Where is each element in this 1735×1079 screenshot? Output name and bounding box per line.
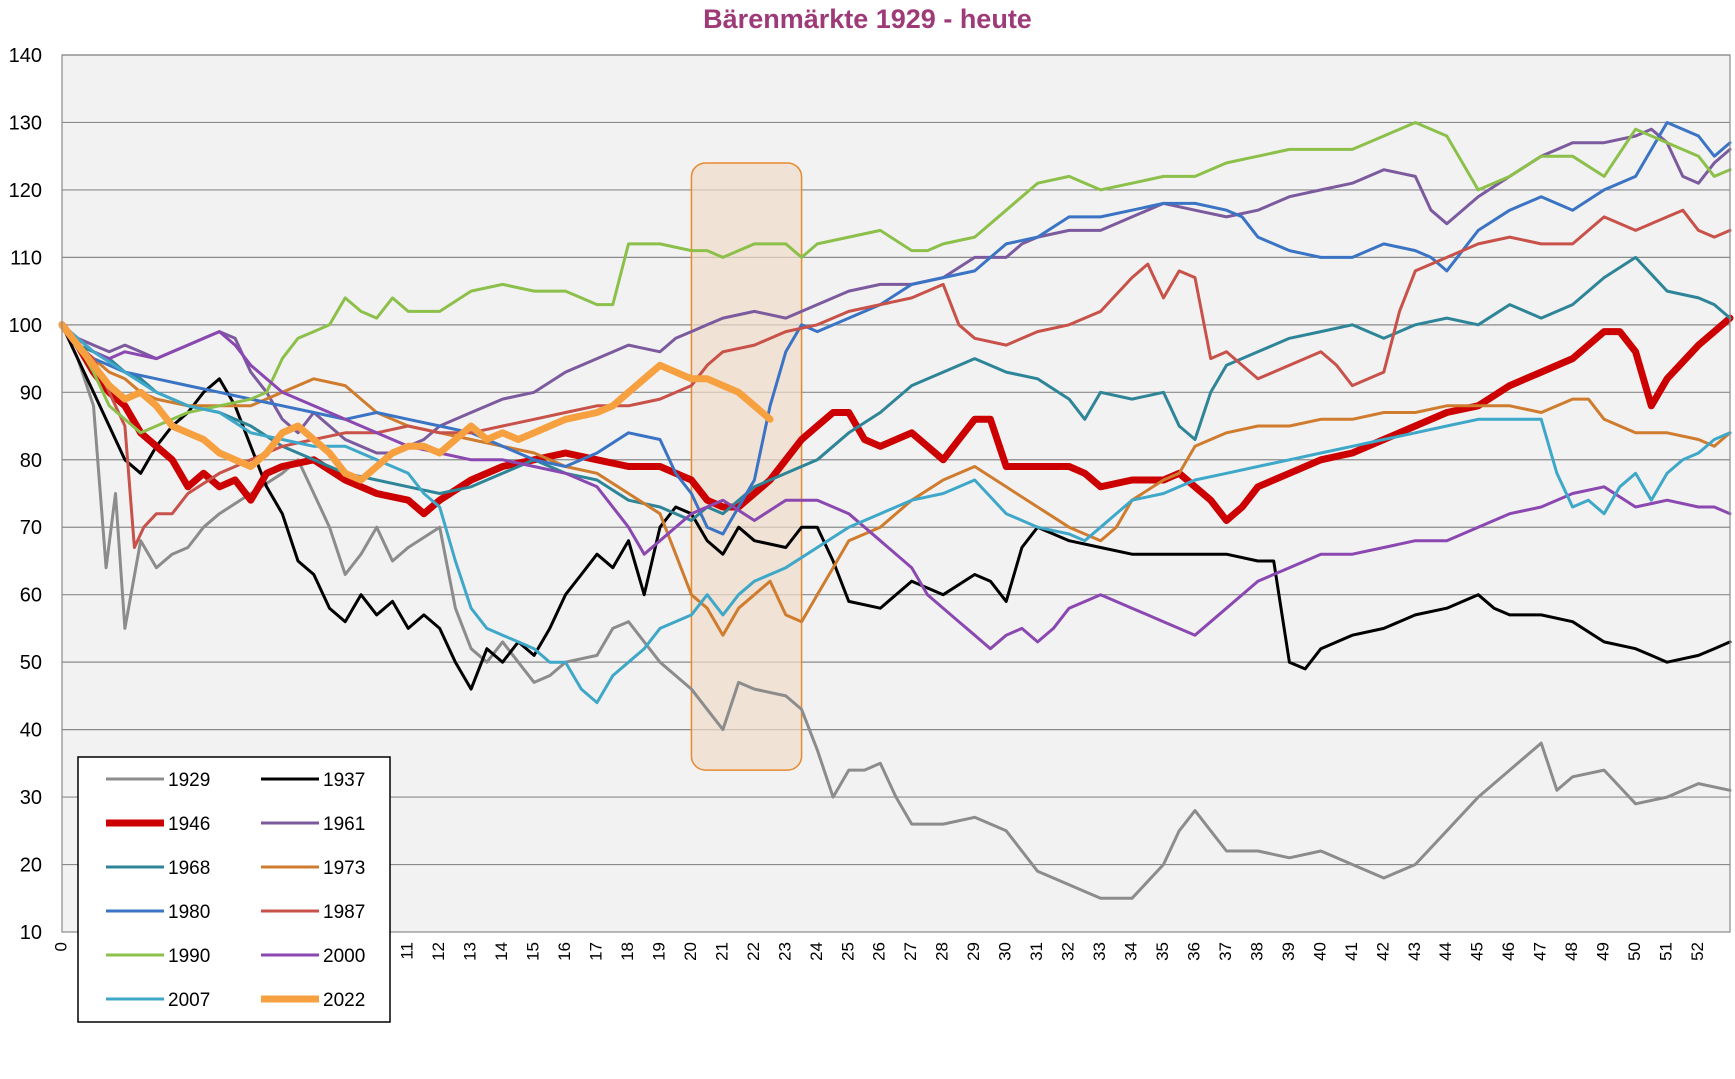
legend: 1929 1937 1946 1961 1968 1973 1980 1987 1990 2000… <box>77 756 391 1023</box>
x-tick-label-21: 21 <box>712 942 731 961</box>
y-tick-label-80: 80 <box>20 450 42 472</box>
x-tick-label-35: 35 <box>1153 942 1172 961</box>
x-tick-label-23: 23 <box>775 942 794 961</box>
series-line-1990 <box>60 121 1732 435</box>
x-tick-label-30: 30 <box>996 942 1015 961</box>
x-tick-label-0: 0 <box>51 942 70 951</box>
y-tick-label-100: 100 <box>9 315 42 337</box>
y-tick-label-130: 130 <box>9 112 42 134</box>
highlight-box <box>690 162 803 771</box>
x-tick-label-11: 11 <box>398 942 417 960</box>
x-tick-label-20: 20 <box>681 942 700 961</box>
y-tick-label-10: 10 <box>20 922 42 944</box>
y-tick-label-30: 30 <box>20 787 42 809</box>
x-tick-label-17: 17 <box>587 942 606 961</box>
x-tick-label-41: 41 <box>1342 942 1361 961</box>
x-tick-label-34: 34 <box>1122 942 1141 961</box>
x-tick-label-29: 29 <box>964 942 983 961</box>
x-tick-label-16: 16 <box>555 942 574 961</box>
y-tick-label-140: 140 <box>9 45 42 67</box>
y-tick-label-40: 40 <box>20 720 42 742</box>
y-tick-label-20: 20 <box>20 855 42 877</box>
x-tick-label-36: 36 <box>1184 942 1203 961</box>
y-tick-label-120: 120 <box>9 180 42 202</box>
legend-label-2022: 2022 <box>323 990 365 1011</box>
x-tick-label-39: 39 <box>1279 942 1298 961</box>
legend-label-1946: 1946 <box>168 814 210 835</box>
x-tick-label-31: 31 <box>1027 942 1046 961</box>
legend-label-1961: 1961 <box>323 814 365 835</box>
series-line-1929 <box>60 323 1732 900</box>
x-tick-label-27: 27 <box>901 942 920 961</box>
x-tick-label-26: 26 <box>870 942 889 961</box>
x-tick-label-15: 15 <box>524 942 543 961</box>
legend-label-1929: 1929 <box>168 770 210 791</box>
y-tick-label-60: 60 <box>20 585 42 607</box>
x-tick-label-42: 42 <box>1373 942 1392 961</box>
y-tick-label-90: 90 <box>20 382 42 404</box>
x-tick-label-13: 13 <box>461 942 480 961</box>
x-tick-label-48: 48 <box>1562 942 1581 961</box>
series-line-1937 <box>60 323 1732 691</box>
series-line-2000 <box>60 323 1732 651</box>
x-tick-label-52: 52 <box>1688 942 1707 961</box>
series-line-2022 <box>58 321 774 484</box>
x-tick-label-51: 51 <box>1657 942 1676 961</box>
legend-label-1973: 1973 <box>323 858 365 879</box>
series-line-1968 <box>60 255 1732 522</box>
legend-box <box>77 756 391 1023</box>
legend-label-1990: 1990 <box>168 946 210 967</box>
x-tick-label-14: 14 <box>492 942 511 961</box>
y-tick-label-70: 70 <box>20 517 42 539</box>
x-tick-label-24: 24 <box>807 942 826 961</box>
legend-label-1987: 1987 <box>323 902 365 923</box>
x-tick-label-32: 32 <box>1059 942 1078 961</box>
series-line-1961 <box>60 127 1732 455</box>
x-tick-label-45: 45 <box>1468 942 1487 961</box>
series-line-1973 <box>60 323 1732 637</box>
x-tick-label-50: 50 <box>1625 942 1644 961</box>
x-tick-label-37: 37 <box>1216 942 1235 961</box>
legend-label-1937: 1937 <box>323 770 365 791</box>
series-lines <box>58 121 1734 900</box>
plot-border <box>61 54 1731 933</box>
series-line-2007 <box>60 323 1732 705</box>
chart-title: Bärenmärkte 1929 - heute <box>703 4 1032 34</box>
x-tick-label-38: 38 <box>1247 942 1266 961</box>
x-tick-label-40: 40 <box>1310 942 1329 961</box>
legend-label-2007: 2007 <box>168 990 210 1011</box>
x-tick-label-46: 46 <box>1499 942 1518 961</box>
series-line-1980 <box>60 121 1732 536</box>
x-tick-label-19: 19 <box>649 942 668 961</box>
x-tick-label-12: 12 <box>429 942 448 961</box>
x-tick-label-33: 33 <box>1090 942 1109 961</box>
x-tick-label-49: 49 <box>1594 942 1613 961</box>
legend-label-2000: 2000 <box>323 946 365 967</box>
x-tick-label-47: 47 <box>1531 942 1550 961</box>
x-tick-label-25: 25 <box>838 942 857 961</box>
legend-label-1980: 1980 <box>168 902 210 923</box>
x-tick-label-28: 28 <box>933 942 952 961</box>
x-tick-label-22: 22 <box>744 942 763 961</box>
highlight-region <box>690 162 803 771</box>
x-tick-label-44: 44 <box>1436 942 1455 961</box>
legend-label-1968: 1968 <box>168 858 210 879</box>
y-tick-label-50: 50 <box>20 652 42 674</box>
x-tick-label-18: 18 <box>618 942 637 961</box>
x-tick-label-43: 43 <box>1405 942 1424 961</box>
y-tick-label-110: 110 <box>10 247 42 269</box>
